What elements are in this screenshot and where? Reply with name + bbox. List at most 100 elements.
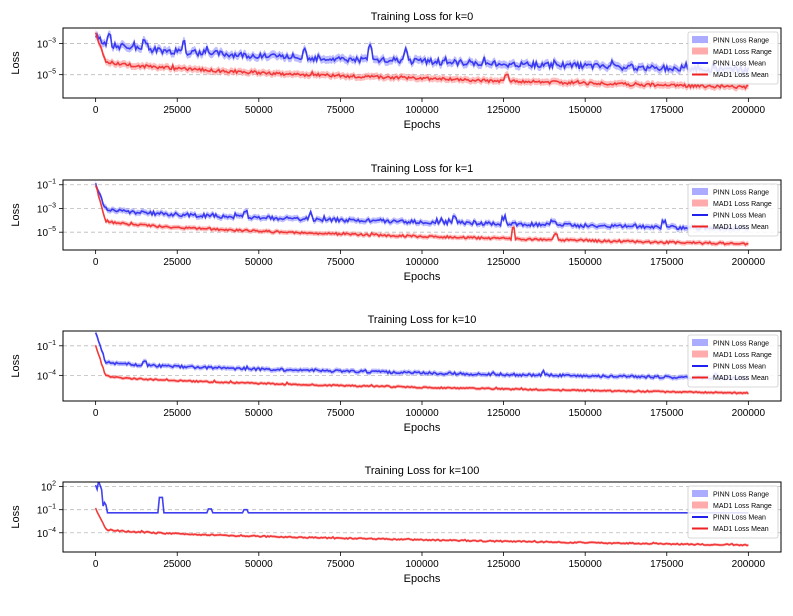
x-tick-label: 0 — [93, 559, 99, 570]
x-tick-label: 175000 — [650, 408, 684, 419]
x-tick-label: 0 — [93, 408, 99, 419]
x-axis-label: Epochs — [404, 573, 441, 585]
x-axis-label: Epochs — [404, 422, 441, 434]
x-tick-label: 25000 — [163, 257, 191, 268]
y-tick-label: 10−1 — [37, 504, 56, 517]
legend-swatch — [692, 490, 708, 497]
y-tick-label: 102 — [41, 481, 56, 494]
legend-box — [687, 485, 779, 539]
subplot-k3: Training Loss for k=100 0 25000 50000 75000 1… — [10, 465, 782, 585]
mad1-loss-range — [95, 343, 749, 396]
y-tick-label: 10−4 — [37, 369, 56, 382]
x-tick-label: 0 — [93, 105, 99, 116]
x-tick-label: 150000 — [568, 257, 602, 268]
subplot-title: Training Loss for k=0 — [371, 11, 474, 23]
legend-label: MAD1 Loss Range — [713, 49, 772, 56]
mad1-loss-mean — [94, 185, 749, 246]
legend-label: PINN Loss Mean — [713, 515, 766, 522]
y-tick-label: 10−1 — [37, 179, 56, 192]
x-tick-label: 75000 — [327, 257, 355, 268]
legend-label: PINN Loss Mean — [713, 213, 766, 220]
x-tick-label: 50000 — [245, 257, 273, 268]
legend-swatch — [692, 501, 708, 509]
legend-label: MAD1 Loss Range — [713, 201, 772, 208]
pinn-loss-mean — [94, 482, 749, 514]
legend-swatch — [692, 36, 708, 43]
subplot-title: Training Loss for k=1 — [371, 163, 474, 175]
legend-label: MAD1 Loss Mean — [713, 526, 769, 533]
legend-label: MAD1 Loss Mean — [713, 224, 769, 231]
axes-frame — [62, 481, 782, 553]
x-tick-label: 100000 — [405, 559, 439, 570]
plot-area — [94, 482, 749, 547]
mad1-loss-mean — [94, 345, 749, 395]
legend-label: MAD1 Loss Range — [713, 352, 772, 359]
y-tick-label: 10−3 — [37, 38, 56, 51]
x-tick-label: 75000 — [327, 105, 355, 116]
x-tick-label: 150000 — [568, 408, 602, 419]
x-tick-label: 50000 — [245, 559, 273, 570]
pinn-loss-mean — [94, 32, 750, 76]
y-tick-label: 10−5 — [37, 69, 56, 82]
pinn-loss-range — [95, 180, 749, 233]
x-tick-label: 0 — [93, 257, 99, 268]
y-tick-label: 10−1 — [37, 340, 56, 353]
x-tick-label: 175000 — [650, 105, 684, 116]
y-tick-label: 10−5 — [37, 226, 56, 239]
legend-swatch — [692, 339, 708, 346]
legend-box — [687, 31, 779, 85]
x-tick-label: 25000 — [163, 408, 191, 419]
legend-swatch — [692, 47, 708, 55]
legend-label: PINN Loss Range — [713, 492, 769, 499]
legend-swatch — [692, 199, 708, 207]
legend-label: PINN Loss Range — [713, 341, 769, 348]
legend-label: MAD1 Loss Range — [713, 503, 772, 510]
x-tick-label: 125000 — [487, 408, 521, 419]
pinn-loss-range — [95, 482, 749, 513]
x-tick-label: 100000 — [405, 105, 439, 116]
x-tick-label: 50000 — [245, 408, 273, 419]
x-tick-label: 25000 — [163, 105, 191, 116]
plot-area — [94, 29, 750, 92]
subplot-k0: Training Loss for k=0 0 25000 50000 75000 100… — [10, 11, 782, 131]
y-axis-label: Loss — [10, 505, 22, 529]
legend-swatch — [692, 350, 708, 358]
x-tick-label: 100000 — [405, 408, 439, 419]
x-tick-label: 50000 — [245, 105, 273, 116]
mad1-loss-mean — [94, 32, 749, 90]
legend-label: PINN Loss Range — [713, 190, 769, 197]
y-axis-label: Loss — [10, 354, 22, 378]
x-tick-label: 200000 — [732, 257, 766, 268]
x-tick-label: 125000 — [487, 559, 521, 570]
legend-label: PINN Loss Mean — [713, 364, 766, 371]
legend-label: PINN Loss Range — [713, 38, 769, 45]
x-tick-label: 175000 — [650, 559, 684, 570]
y-axis-label: Loss — [10, 51, 22, 75]
x-tick-label: 125000 — [487, 105, 521, 116]
x-axis-label: Epochs — [404, 119, 441, 131]
x-tick-label: 150000 — [568, 105, 602, 116]
x-tick-label: 75000 — [327, 408, 355, 419]
subplot-k1: Training Loss for k=1 0 25000 50000 75000 100… — [10, 163, 782, 283]
y-tick-label: 10−4 — [37, 527, 56, 540]
pinn-loss-mean — [94, 332, 749, 381]
x-tick-label: 200000 — [732, 105, 766, 116]
legend-label: PINN Loss Mean — [713, 61, 766, 68]
legend-swatch — [692, 188, 708, 195]
legend-box — [687, 334, 779, 388]
legend-label: MAD1 Loss Mean — [713, 375, 769, 382]
plot-area — [94, 331, 749, 396]
legend-box — [687, 183, 779, 237]
x-tick-label: 200000 — [732, 408, 766, 419]
x-tick-label: 100000 — [405, 257, 439, 268]
y-tick-label: 10−3 — [37, 202, 56, 215]
y-axis-label: Loss — [10, 203, 22, 227]
subplot-title: Training Loss for k=10 — [368, 314, 477, 326]
mad1-loss-mean — [94, 507, 749, 547]
x-tick-label: 125000 — [487, 257, 521, 268]
x-tick-label: 200000 — [732, 559, 766, 570]
plot-area — [94, 180, 749, 248]
subplot-title: Training Loss for k=100 — [365, 465, 480, 477]
x-tick-label: 175000 — [650, 257, 684, 268]
